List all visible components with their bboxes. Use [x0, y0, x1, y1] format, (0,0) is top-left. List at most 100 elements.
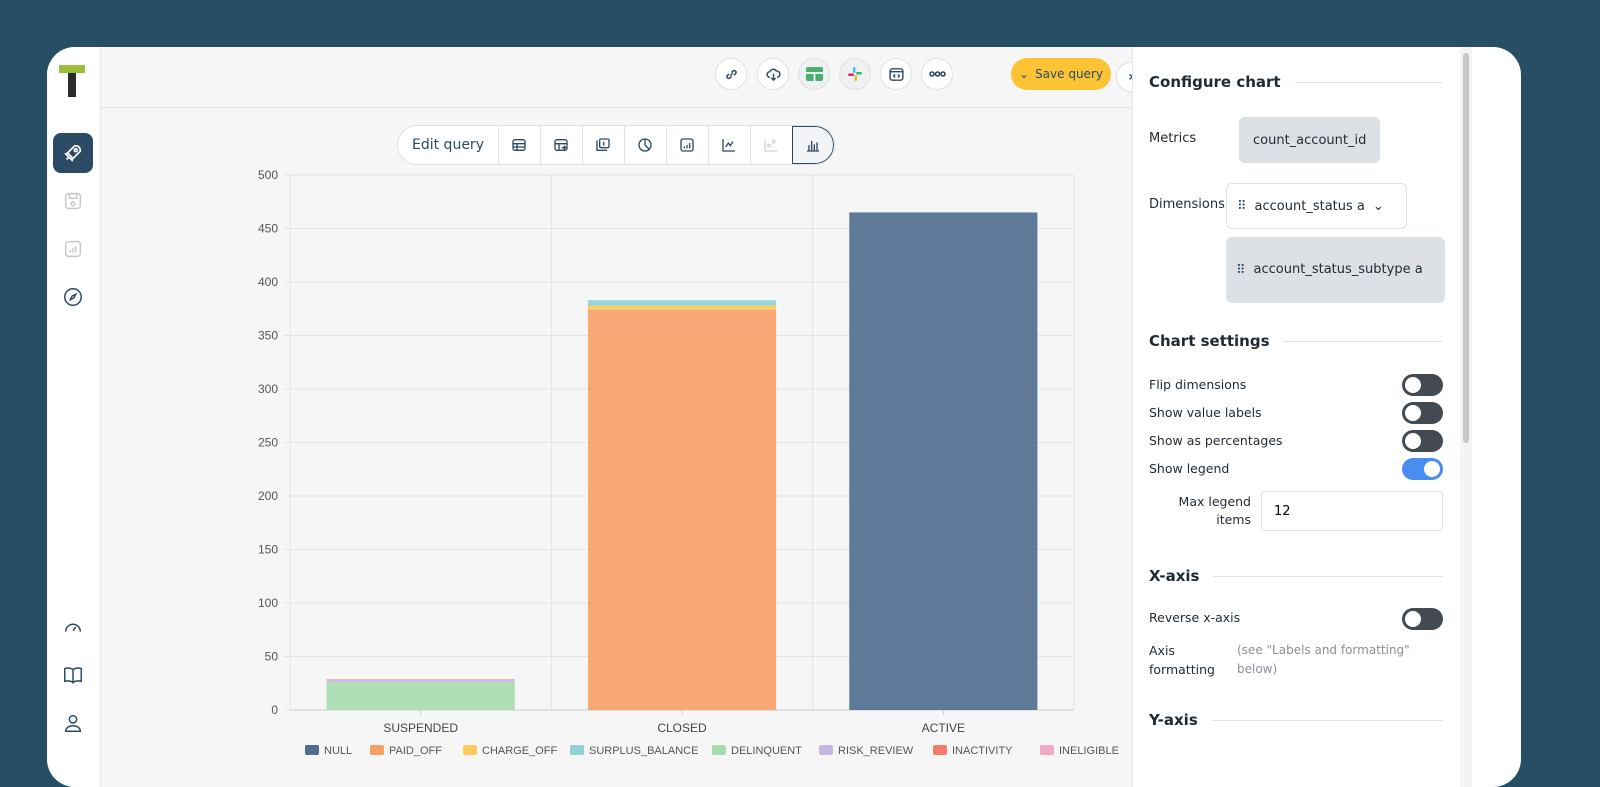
rocket-icon — [64, 144, 82, 162]
legend-swatch — [819, 745, 833, 755]
sidebar — [47, 47, 101, 787]
view-bar-button[interactable] — [791, 126, 834, 164]
bar-segment — [849, 212, 1038, 710]
y-tick-label: 500 — [258, 168, 278, 182]
configure-panel: Configure chart Metrics count_account_id… — [1132, 47, 1460, 787]
dimension-select[interactable]: ⠿ account_status a ⌄ — [1226, 183, 1407, 229]
drag-handle-icon: ⠿ — [1237, 198, 1247, 214]
view-scatter-button[interactable] — [749, 126, 792, 164]
table-icon — [805, 67, 823, 81]
slack-icon — [848, 67, 862, 81]
view-table-button[interactable] — [497, 126, 540, 164]
max-legend-input[interactable] — [1261, 491, 1443, 531]
save-query-button[interactable]: ⌄ Save query — [1011, 58, 1111, 90]
y-tick-label: 350 — [258, 329, 278, 343]
bar-segment — [326, 682, 515, 710]
chevron-right-icon: › — [1128, 69, 1134, 85]
show-legend-label: Show legend — [1149, 461, 1230, 476]
nav-explore[interactable] — [53, 277, 93, 317]
configure-chart-heading: Configure chart — [1149, 73, 1443, 91]
area-icon — [680, 138, 695, 152]
y-tick-label: 250 — [258, 436, 278, 450]
bar-chart: 0 50 100 150 200 250 300 350 400 450 500 SUSPENDED C… — [258, 168, 1119, 757]
nav-rocket[interactable] — [53, 133, 93, 173]
user-icon — [64, 714, 82, 732]
panel-scrollbar[interactable] — [1460, 47, 1472, 787]
dimensions-label: Dimensions — [1149, 197, 1225, 212]
show-legend-toggle[interactable] — [1402, 458, 1443, 480]
show-value-labels-toggle[interactable] — [1402, 402, 1443, 424]
top-toolbar: ⌄ Save query › — [101, 47, 1146, 108]
legend-swatch — [1040, 745, 1054, 755]
y-tick-label: 100 — [258, 596, 278, 610]
chevron-down-icon: ⌄ — [1372, 198, 1384, 214]
legend-swatch — [712, 745, 726, 755]
table-icon — [512, 139, 527, 151]
reverse-x-axis-label: Reverse x-axis — [1149, 610, 1241, 625]
view-pie-button[interactable] — [623, 126, 666, 164]
flip-dimensions-label: Flip dimensions — [1149, 377, 1247, 392]
legend-item: PAID_OFF — [389, 745, 442, 757]
legend-item: CHARGE_OFF — [482, 745, 557, 757]
bar-segment — [326, 680, 515, 683]
scrollbar-thumb[interactable] — [1463, 53, 1469, 443]
save-icon — [64, 192, 82, 210]
x-tick-label: ACTIVE — [922, 721, 965, 735]
legend-swatch — [370, 745, 384, 755]
embed-icon — [888, 67, 904, 81]
app-window: ⌄ Save query › Edit query 0 50 100 150 200 250… — [47, 47, 1521, 787]
link-icon — [725, 69, 737, 79]
nav-saved[interactable] — [53, 181, 93, 221]
metrics-label: Metrics — [1149, 131, 1197, 146]
axis-formatting-note: (see "Labels and formatting" below) — [1237, 643, 1410, 676]
legend-swatch — [305, 745, 319, 755]
legend-item: DELINQUENT — [731, 745, 802, 757]
dimension-chip[interactable]: ⠿ account_status_subtype a — [1226, 237, 1445, 303]
chart-type-toolbar: Edit query — [397, 125, 835, 165]
slack-button[interactable] — [839, 58, 871, 90]
line-icon — [722, 139, 736, 152]
nav-gauge[interactable] — [53, 607, 93, 647]
nav-dashboards[interactable] — [53, 229, 93, 269]
legend-swatch — [463, 745, 477, 755]
flip-dimensions-toggle[interactable] — [1402, 374, 1443, 396]
bar-icon — [806, 141, 819, 152]
axis-formatting-label: Axis formatting — [1149, 643, 1215, 677]
gauge-icon — [64, 623, 82, 632]
book-icon — [64, 667, 82, 684]
chart-settings-heading: Chart settings — [1149, 332, 1443, 350]
download-button[interactable] — [757, 58, 789, 90]
more-button[interactable] — [921, 58, 953, 90]
x-tick-label: CLOSED — [657, 721, 707, 735]
x-axis-heading: X-axis — [1149, 567, 1443, 585]
metric-chip[interactable]: count_account_id — [1239, 117, 1381, 163]
embed-button[interactable] — [880, 58, 912, 90]
number-icon — [596, 138, 611, 151]
view-number-button[interactable] — [581, 126, 624, 164]
view-line-button[interactable] — [707, 126, 750, 164]
compass-icon — [64, 288, 82, 306]
legend-item: INACTIVITY — [952, 745, 1013, 757]
bar-segment — [326, 678, 515, 681]
y-tick-label: 400 — [258, 275, 278, 289]
y-tick-label: 450 — [258, 222, 278, 236]
chevron-down-icon: ⌄ — [1019, 67, 1030, 81]
show-percentages-toggle[interactable] — [1402, 430, 1443, 452]
view-pivot-button[interactable] — [539, 126, 582, 164]
nav-profile[interactable] — [53, 703, 93, 743]
logo — [59, 65, 85, 97]
main-area: ⌄ Save query › Edit query 0 50 100 150 200 250… — [101, 47, 1146, 787]
y-axis-heading: Y-axis — [1149, 711, 1443, 729]
x-tick-label: SUSPENDED — [383, 721, 458, 735]
legend-item: SURPLUS_BALANCE — [589, 745, 698, 757]
view-area-button[interactable] — [665, 126, 708, 164]
edit-query-button[interactable]: Edit query — [412, 137, 484, 153]
sheets-button[interactable] — [798, 58, 830, 90]
copy-link-button[interactable] — [715, 58, 747, 90]
legend-swatch — [933, 745, 947, 755]
y-tick-label: 150 — [258, 543, 278, 557]
bar-segment — [587, 300, 777, 306]
legend-item: INELIGIBLE — [1059, 745, 1119, 757]
nav-docs[interactable] — [53, 655, 93, 695]
reverse-x-axis-toggle[interactable] — [1402, 608, 1443, 630]
